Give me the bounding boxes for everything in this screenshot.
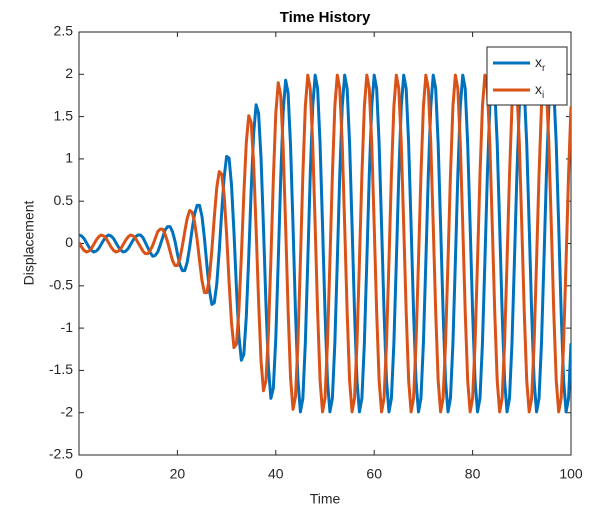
x-tick-label: 80 xyxy=(465,466,481,482)
legend-label: xr xyxy=(535,54,546,74)
y-tick-label: -1 xyxy=(61,319,74,335)
series-line xyxy=(79,73,571,414)
y-tick-label: -0.5 xyxy=(49,277,73,293)
x-tick-label: 40 xyxy=(268,466,284,482)
y-tick-label: 2.5 xyxy=(54,23,74,39)
x-tick-label: 0 xyxy=(75,466,83,482)
y-tick-label: 2 xyxy=(65,65,73,81)
x-tick-label: 20 xyxy=(170,466,186,482)
x-tick-label: 60 xyxy=(366,466,382,482)
legend-box xyxy=(486,46,568,106)
x-axis-label: Time xyxy=(310,491,341,507)
legend-label: xi xyxy=(535,81,544,101)
y-axis-label: Displacement xyxy=(21,200,37,285)
y-tick-label: -2.5 xyxy=(49,446,73,462)
x-tick-label: 100 xyxy=(559,466,583,482)
y-tick-label: 1.5 xyxy=(54,107,74,123)
y-tick-label: -1.5 xyxy=(49,361,73,377)
y-tick-label: 0.5 xyxy=(54,192,74,208)
chart-title: Time History xyxy=(280,9,371,26)
y-tick-label: -2 xyxy=(61,403,74,419)
y-tick-label: 0 xyxy=(65,234,73,250)
y-tick-label: 1 xyxy=(65,150,73,166)
